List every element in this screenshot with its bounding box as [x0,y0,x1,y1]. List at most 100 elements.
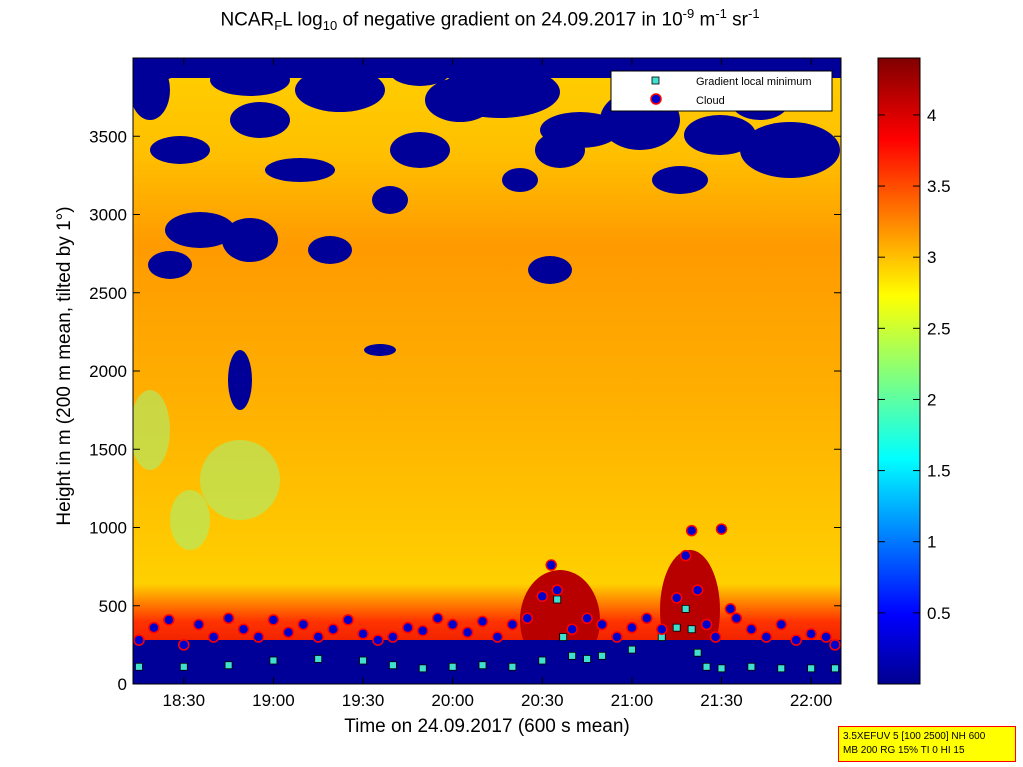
colorbar-tick-label: 4 [927,106,936,125]
heatmap-patch [165,212,235,248]
gradient-min-point [478,661,487,670]
cloud-point [790,634,802,646]
heatmap-patch [295,68,385,112]
gradient-min-point [672,623,681,632]
gradient-min-point [135,662,143,671]
cloud-point [461,626,474,639]
colorbar-tick-label: 2 [927,390,936,409]
gradient-min-point [717,664,726,673]
cloud-point [760,631,773,643]
cloud-point [691,584,704,596]
heatmap-patch [684,115,756,155]
colorbar-tick-label: 0.5 [927,604,951,623]
gradient-min-point [807,664,816,673]
cloud-point [820,631,832,643]
cloud-point [611,631,623,643]
chart-title: NCARFL log10 of negative gradient on 24.… [120,6,860,33]
cloud-point [372,634,384,646]
x-tick-label: 22:00 [790,691,833,710]
cloud-point [679,549,692,562]
legend-marker-gradient-min [651,76,660,85]
y-tick-label: 1500 [89,440,127,459]
cloud-point [282,626,295,639]
cloud-point [222,612,235,625]
cloud-point [829,639,841,651]
cloud-point [775,618,788,631]
title-sup-2: -1 [715,6,727,21]
cloud-point [670,592,683,604]
gradient-min-point [448,662,457,671]
cloud-point [207,631,220,643]
colorbar-tick-label: 1 [927,533,936,552]
cloud-point [521,612,534,625]
cloud-point [566,623,578,635]
x-axis-label: Time on 24.09.2017 (600 s mean) [344,716,630,737]
heatmap-patch [425,78,495,122]
cloud-point [656,623,668,635]
heatmap-patch [210,64,290,96]
heatmap-patch [222,218,278,262]
heatmap-patch [133,640,841,684]
y-tick-label: 1000 [89,519,127,538]
gradient-min-point [598,651,606,660]
cloud-point [357,628,369,640]
title-sup-3: -1 [748,6,760,21]
y-axis-label: Height in m (200 m mean, tilted by 1°) [54,206,75,526]
heatmap-patch [740,122,840,178]
cloud-point [252,631,265,643]
cloud-point [312,631,324,643]
cloud-point [641,612,653,625]
heatmap-patch [150,136,210,164]
x-tick-label: 19:30 [342,691,385,710]
cloud-point [581,612,593,625]
y-tick-label: 3500 [89,127,127,146]
cloud-point [700,618,713,631]
colorbar-ticks: 0.5 1 1.5 2 2.5 3 3.5 4 [878,106,951,623]
title-text-4: m [694,9,716,31]
x-tick-label: 19:00 [252,691,295,710]
legend: Gradient local minimum Cloud [610,70,833,112]
gradient-min-point [224,661,233,670]
heatmap-patch [652,166,708,194]
cloud-point [685,524,698,537]
cloud-point [545,559,557,571]
heatmap-patch [133,390,170,470]
cloud-point [715,523,728,535]
heatmap-patch [265,158,335,182]
cloud-point [267,614,280,626]
heatmap-patch [502,168,538,192]
gradient-min-point [553,595,562,604]
cloud-point [491,631,504,643]
cloud-point [431,612,444,625]
gradient-min-point [314,655,323,663]
gradient-min-point [831,664,839,673]
y-tick-label: 2500 [89,284,127,303]
y-tick-label: 500 [99,597,127,616]
info-line-1: 3.5XEFUV 5 [100 2500] NH 600 [843,731,986,742]
gradient-min-point [388,661,397,670]
title-sub-1: F [274,18,283,34]
x-tick-label: 21:00 [611,691,654,710]
title-text-1: NCAR [220,9,275,31]
heatmap-patch [372,186,408,214]
title-text-2: L log [282,9,323,31]
cloud-point [709,631,722,643]
heatmap-patch [170,490,210,550]
y-axis: 0 500 1000 1500 2000 2500 3000 3500 [89,127,841,694]
cloud-point [551,584,563,596]
title-sub-2: 10 [322,18,338,34]
plot-area [133,58,841,684]
cloud-point [297,618,310,631]
cloud-point [387,631,399,643]
cloud-point [745,623,758,635]
x-tick-label: 21:30 [700,691,743,710]
gradient-min-point [583,655,591,663]
gradient-min-point [359,656,367,665]
x-tick-label: 20:30 [521,691,564,710]
colorbar-tick-label: 3.5 [927,177,951,196]
y-tick-label: 2000 [89,362,127,381]
cloud-point [506,618,519,631]
gradient-min-point [559,633,568,641]
